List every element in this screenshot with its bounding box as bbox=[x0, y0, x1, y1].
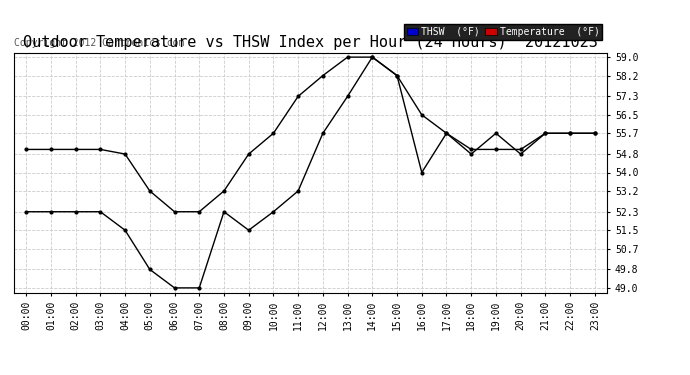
Legend: THSW  (°F), Temperature  (°F): THSW (°F), Temperature (°F) bbox=[404, 24, 602, 40]
Text: Copyright 2012 Cartronics.com: Copyright 2012 Cartronics.com bbox=[14, 38, 184, 48]
Title: Outdoor Temperature vs THSW Index per Hour (24 Hours)  20121023: Outdoor Temperature vs THSW Index per Ho… bbox=[23, 35, 598, 50]
